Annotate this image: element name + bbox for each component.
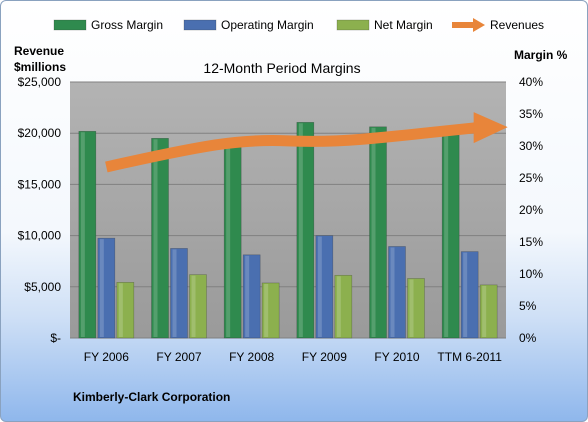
bar-highlight	[99, 239, 104, 337]
left-tick-label: $-	[50, 331, 61, 345]
right-tick-label: 5%	[519, 299, 537, 313]
left-tick-label: $5,000	[24, 280, 61, 294]
x-tick-label: FY 2007	[156, 350, 201, 364]
right-tick-label: 15%	[519, 235, 543, 249]
x-tick-label: FY 2010	[374, 350, 419, 364]
bar-highlight	[264, 283, 269, 337]
legend-swatch	[53, 19, 87, 31]
right-tick-label: 20%	[519, 203, 543, 217]
revenue-arrow-line	[105, 122, 479, 173]
bar-highlight	[226, 145, 231, 337]
right-tick-label: 25%	[519, 171, 543, 185]
left-tick-label: $20,000	[18, 126, 62, 140]
right-tick-label: 0%	[519, 331, 537, 345]
legend-arrow-head	[473, 18, 485, 32]
bar-highlight	[80, 132, 85, 337]
plot-area	[70, 82, 506, 338]
bar-highlight	[463, 252, 468, 337]
bar-operating-margin	[388, 246, 406, 339]
bar-gross-margin	[151, 138, 169, 339]
bar-net-margin	[261, 282, 280, 339]
bar-net-margin	[334, 274, 353, 339]
bar-gross-margin	[78, 130, 97, 339]
left-axis-title-unit: $millions	[14, 60, 66, 74]
bar-highlight	[172, 249, 177, 337]
left-tick-label: $25,000	[18, 75, 62, 89]
bar-net-margin	[116, 282, 135, 339]
bar-gross-margin	[369, 126, 387, 339]
bar-highlight	[444, 136, 449, 337]
legend-label: Gross Margin	[91, 18, 163, 32]
x-tick-label: TTM 6-2011	[437, 350, 502, 364]
x-tick-label: FY 2009	[302, 350, 347, 364]
legend-swatch	[183, 19, 217, 31]
company-name: Kimberly-Clark Corporation	[73, 390, 231, 404]
x-tick-label: FY 2008	[229, 350, 274, 364]
right-tick-label: 35%	[519, 107, 543, 121]
bar-net-margin	[189, 274, 207, 339]
legend-label: Operating Margin	[221, 18, 314, 32]
right-axis-title: Margin %	[514, 48, 568, 62]
chart-title: 12-Month Period Margins	[203, 60, 360, 76]
legend-label: Net Margin	[374, 18, 433, 32]
bar-highlight	[317, 236, 322, 337]
bar-net-margin	[479, 284, 498, 339]
bar-highlight	[482, 285, 487, 337]
legend-swatch	[336, 19, 370, 31]
bar-highlight	[118, 283, 123, 337]
left-tick-label: $15,000	[18, 177, 62, 191]
bar-highlight	[245, 255, 250, 337]
bar-operating-margin	[242, 254, 261, 339]
right-tick-label: 40%	[519, 75, 543, 89]
legend-label: Revenues	[490, 18, 544, 32]
bar-highlight	[191, 275, 196, 337]
bar-highlight	[298, 123, 303, 337]
bar-operating-margin	[170, 248, 188, 339]
bar-operating-margin	[315, 235, 334, 339]
bar-highlight	[336, 276, 341, 337]
bar-operating-margin	[97, 237, 116, 339]
x-tick-label: FY 2006	[84, 350, 129, 364]
bar-highlight	[153, 139, 158, 337]
left-axis-title: Revenue	[14, 44, 64, 58]
right-tick-label: 10%	[519, 267, 543, 281]
bar-gross-margin	[296, 122, 315, 339]
revenue-arrow-head	[473, 112, 508, 144]
bar-net-margin	[407, 278, 425, 339]
right-tick-label: 30%	[519, 139, 543, 153]
bar-highlight	[371, 127, 376, 337]
bar-highlight	[390, 247, 395, 337]
bar-operating-margin	[460, 251, 479, 339]
bar-highlight	[409, 279, 414, 337]
left-tick-label: $10,000	[18, 229, 62, 243]
